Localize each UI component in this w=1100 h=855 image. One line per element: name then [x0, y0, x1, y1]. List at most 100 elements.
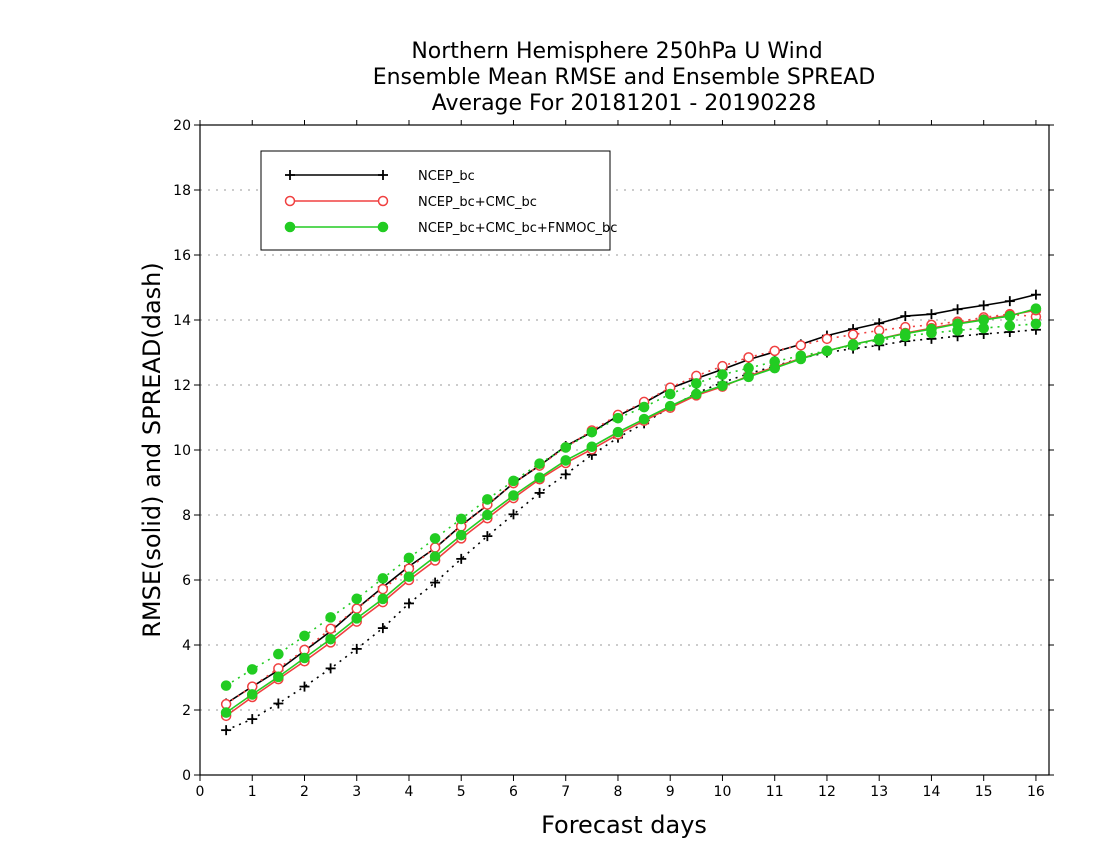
legend-marker-right — [377, 195, 389, 207]
rmse-point — [1030, 303, 1042, 314]
rmse-point — [952, 304, 963, 315]
rmse-point — [717, 380, 728, 391]
rmse-point — [1004, 296, 1015, 307]
spread-point — [482, 494, 493, 505]
spread-line-ncep-bc-cmc-bc-fnmoc-bc — [225, 323, 1036, 687]
x-tick-label: 8 — [614, 784, 623, 800]
spread-point — [430, 577, 441, 588]
rmse-point — [299, 652, 310, 664]
spread-point — [325, 623, 336, 634]
spread-point — [351, 643, 362, 654]
y-tick-label: 8 — [182, 508, 191, 524]
spread-point — [299, 630, 310, 642]
x-tick-label: 4 — [405, 784, 414, 800]
spread-point — [377, 623, 388, 634]
legend-entry-ncep-bc: NCEP_bc — [285, 169, 475, 184]
rmse-point — [847, 339, 859, 350]
y-tick-label: 14 — [173, 313, 191, 329]
spread-point — [246, 664, 258, 675]
spread-point — [403, 598, 414, 609]
rmse-point — [508, 490, 519, 501]
rmse-line-ncep-bc-cmc-bc-fnmoc-bc — [225, 307, 1037, 714]
spread-point — [534, 458, 545, 469]
chart-subtitle-1: Ensemble Mean RMSE and Ensemble SPREAD — [373, 65, 876, 90]
spread-point — [220, 680, 232, 691]
spread-point — [586, 426, 598, 438]
legend: NCEP_bc NCEP_bc+CMC_bc NCEP_bc+CMC_bc+FNMO… — [260, 150, 617, 251]
spread-point — [351, 593, 363, 605]
spread-point — [508, 509, 519, 520]
legend-marker-left — [285, 170, 295, 180]
rmse-point — [246, 689, 258, 700]
y-tick-label: 0 — [182, 768, 191, 784]
spread-point — [455, 513, 467, 525]
x-tick-label: 15 — [975, 784, 993, 800]
x-axis-label: Forecast days — [541, 811, 707, 839]
x-tick-label: 7 — [561, 784, 570, 800]
spread-point — [221, 725, 232, 736]
rmse-point — [795, 353, 807, 365]
x-tick-label: 11 — [766, 784, 784, 800]
legend-marker-right — [377, 221, 389, 233]
spread-point — [299, 681, 310, 692]
rmse-point — [900, 328, 911, 339]
spread-point — [560, 442, 572, 453]
legend-marker-right — [378, 170, 388, 180]
rmse-point — [978, 314, 989, 326]
x-tick-label: 3 — [352, 784, 361, 800]
spread-point — [377, 583, 389, 595]
spread-point — [273, 698, 284, 709]
rmse-point — [664, 400, 676, 412]
y-tick-label: 2 — [182, 703, 191, 719]
title-block: Northern Hemisphere 250hPa U Wind Ensemb… — [373, 39, 876, 116]
rmse-point — [273, 671, 284, 683]
x-tick-label: 13 — [870, 784, 888, 800]
rmse-point — [821, 345, 833, 357]
rmse-point — [220, 707, 232, 718]
rmse-point — [1030, 289, 1041, 300]
x-tick-label: 12 — [818, 784, 836, 800]
rmse-point — [403, 571, 415, 583]
spread-line-ncep-bc — [225, 328, 1037, 731]
x-tick-label: 10 — [714, 784, 732, 800]
rmse-point — [351, 613, 363, 624]
rmse-point — [455, 529, 467, 541]
legend-marker-left — [284, 221, 296, 233]
spread-point — [1004, 320, 1016, 332]
spread-point — [429, 533, 441, 544]
rmse-point — [560, 455, 572, 466]
rmse-point — [482, 509, 493, 521]
rmse-point — [978, 300, 989, 311]
spread-point — [717, 360, 728, 372]
rmse-point — [638, 413, 650, 425]
x-tick-label: 6 — [509, 784, 518, 800]
rmse-point — [926, 323, 937, 335]
rmse-point — [429, 551, 441, 562]
x-tick-label: 9 — [666, 784, 675, 800]
y-tick-label: 20 — [173, 118, 191, 134]
spread-point — [664, 388, 676, 400]
spread-point — [612, 412, 624, 424]
grid-layer — [200, 189, 1049, 711]
y-tick-label: 18 — [173, 183, 191, 199]
spread-point — [743, 362, 754, 374]
spread-point — [795, 340, 807, 351]
rmse-point — [873, 333, 885, 345]
spread-point — [482, 531, 493, 542]
spread-point — [847, 329, 859, 340]
y-tick-label: 6 — [182, 573, 191, 589]
legend-label: NCEP_bc — [418, 169, 475, 184]
y-tick-label: 10 — [173, 443, 191, 459]
legend-entry-ncep-bc-cmc-bc-fnmoc-bc: NCEP_bc+CMC_bc+FNMOC_bc — [284, 221, 617, 236]
rmse-point — [900, 311, 911, 322]
spread-point — [247, 714, 258, 725]
spread-point — [325, 663, 336, 674]
series-ncep-bc-cmc-bc — [220, 305, 1042, 722]
legend-label: NCEP_bc+CMC_bc+FNMOC_bc — [418, 221, 617, 236]
spread-point — [325, 612, 336, 623]
spread-point — [769, 345, 780, 357]
chart-title: Northern Hemisphere 250hPa U Wind — [411, 39, 822, 64]
spread-point — [717, 369, 728, 380]
